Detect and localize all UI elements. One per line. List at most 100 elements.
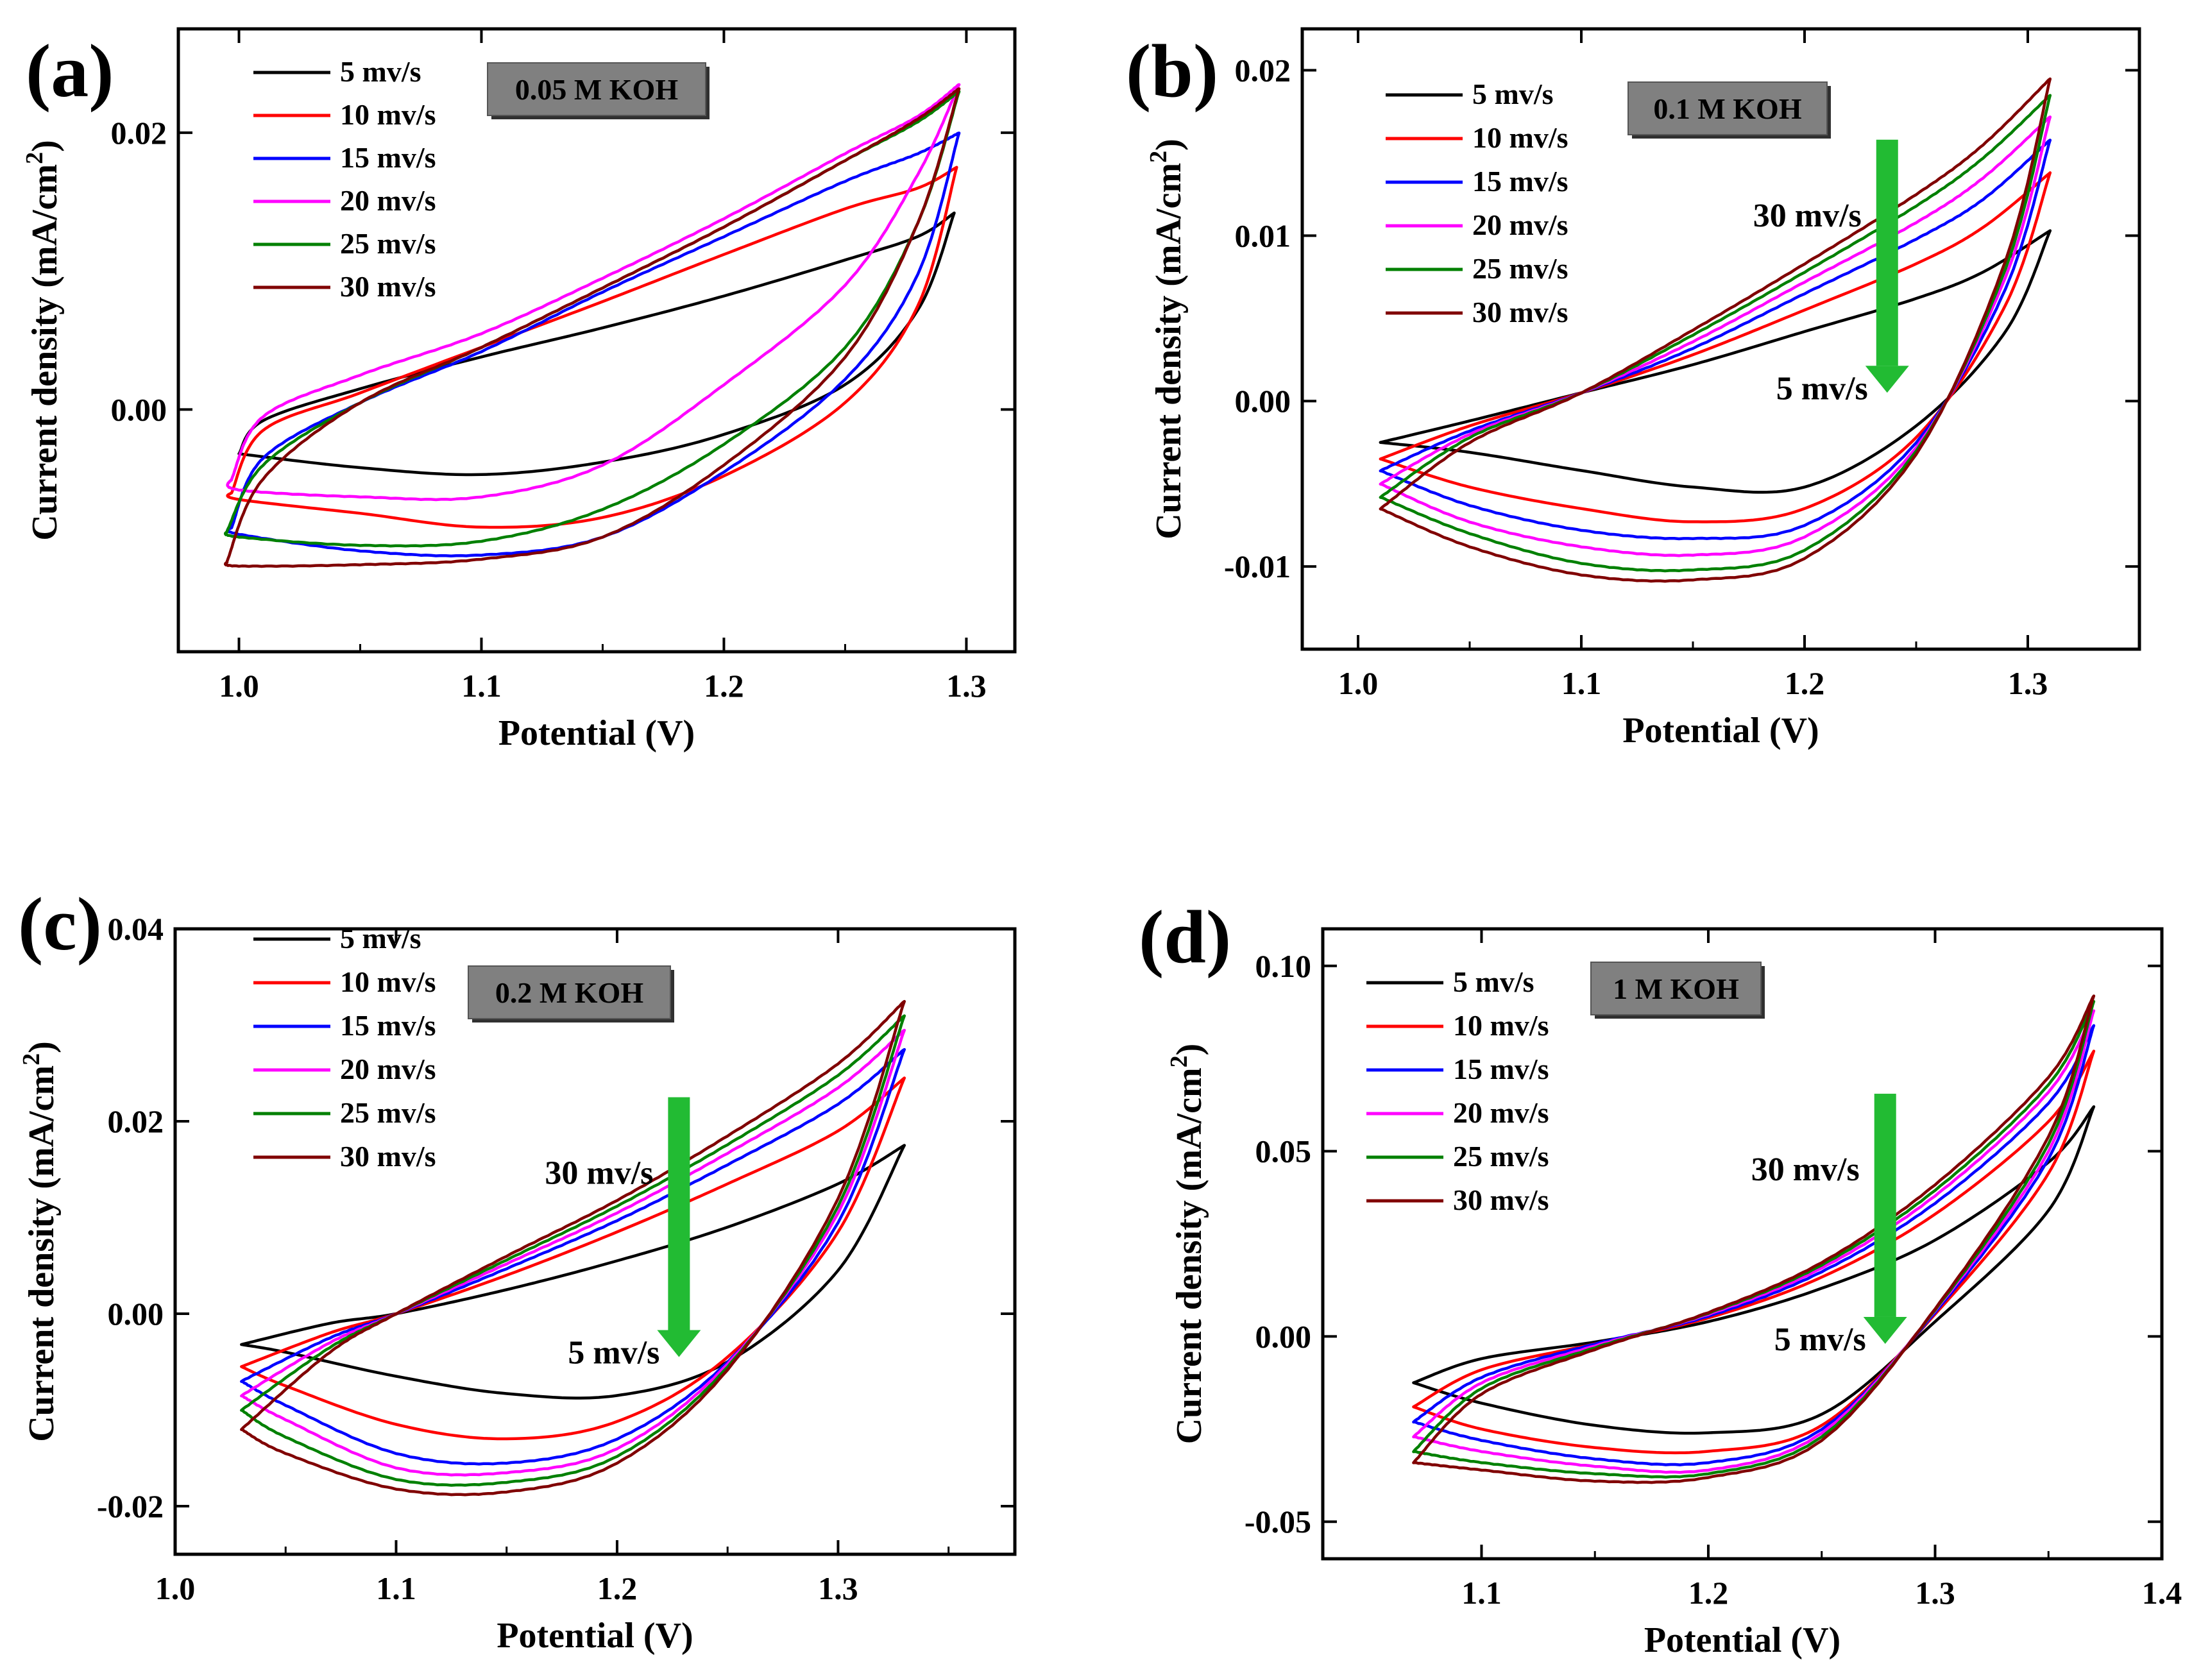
y-axis-label-main: Current density (mA/cm: [25, 164, 65, 541]
series-group: [223, 83, 961, 568]
legend-entry: 20 mv/s: [1453, 1096, 1549, 1129]
legend-entry: 25 mv/s: [340, 227, 436, 260]
legend-entry: 10 mv/s: [1472, 121, 1568, 154]
x-tick-label: 1.0: [1338, 665, 1379, 701]
y-axis-label-main: Current density (mA/cm: [1149, 163, 1189, 539]
plot-frame: [173, 927, 1017, 1556]
legend-entry: 20 mv/s: [340, 1053, 436, 1085]
y-axis-label-close: ): [1149, 139, 1189, 151]
arrow-bottom-label: 5 mv/s: [1774, 1321, 1866, 1358]
legend: 5 mv/s 10 mv/s 15 mv/s 20 mv/s 25 mv/s 30 mv/…: [1386, 78, 1568, 328]
arrow-bottom-label: 5 mv/s: [568, 1335, 659, 1371]
y-axis-label-close: ): [22, 1041, 62, 1053]
cv-curve-5mvs: [240, 1144, 906, 1400]
cv-curve-15mvs: [1379, 139, 2052, 541]
cv-curve-30mvs: [223, 87, 961, 568]
legend-entry: 25 mv/s: [1472, 252, 1568, 285]
y-tick-label: 0.00: [108, 1296, 164, 1332]
legend-entry: 30 mv/s: [340, 1140, 436, 1173]
legend-entry: 5 mv/s: [1453, 965, 1534, 998]
arrow-bottom-label: 5 mv/s: [1776, 370, 1868, 407]
y-tick-label: 0.02: [108, 1103, 164, 1139]
y-axis-label: Current density (mA/cm2): [1145, 139, 1189, 539]
panel-label: (a): [26, 29, 114, 113]
x-axis-label: Potential (V): [497, 1616, 693, 1656]
arrow-top-label: 30 mv/s: [1753, 198, 1862, 234]
badge-text: 0.1 M KOH: [1653, 92, 1801, 125]
panel-c: (c) 1.0 1.1 1.2 1.3 -0.02 0.00 0.02 0.04 Potentia…: [18, 882, 1017, 1656]
panel-d: (d) 1.1 1.2 1.3 1.4 -0.05 0.00 0.05 0.10 Potentia…: [1139, 895, 2182, 1660]
cv-curve-15mvs: [226, 132, 961, 558]
x-axis-label: Potential (V): [1622, 711, 1819, 751]
concentration-badge: [1590, 962, 1762, 1015]
cv-curve-30mvs: [1412, 994, 2096, 1484]
legend-entry: 25 mv/s: [340, 1096, 436, 1129]
y-axis-label-sup: 2: [1145, 151, 1172, 163]
x-tick-label: 1.2: [1785, 665, 1825, 701]
x-tick-label: 1.2: [704, 668, 744, 704]
legend-entry: 5 mv/s: [340, 55, 421, 88]
cv-curve-15mvs: [240, 1048, 906, 1466]
arrow-head: [1865, 366, 1909, 393]
cv-curve-5mvs: [1379, 229, 2052, 494]
y-axis-label-sup: 2: [18, 1053, 45, 1065]
series-group: [1412, 994, 2096, 1484]
concentration-badge: [1627, 81, 1828, 135]
legend: 5 mv/s 10 mv/s 15 mv/s 20 mv/s 25 mv/s 30 mv/…: [1366, 965, 1549, 1216]
y-tick-label: 0.10: [1255, 948, 1312, 984]
badge-text: 1 M KOH: [1613, 972, 1739, 1005]
cv-curve-20mvs: [1379, 115, 2052, 557]
y-tick-label: -0.01: [1224, 548, 1291, 584]
legend: 5 mv/s 10 mv/s 15 mv/s 20 mv/s 25 mv/s 30 mv/…: [253, 922, 436, 1173]
legend-entry: 15 mv/s: [1453, 1053, 1549, 1085]
badge-text: 0.2 M KOH: [495, 976, 643, 1009]
panel-b: (b) 1.0 1.1 1.2 1.3 -0.01 0.00 0.01 0.02 Potentia…: [1126, 27, 2141, 751]
arrow-head: [657, 1330, 701, 1357]
badge-text: 0.05 M KOH: [515, 73, 678, 106]
y-tick-label: 0.00: [1255, 1318, 1312, 1354]
arrow-shaft: [1876, 139, 1898, 366]
plot-frame: [1321, 927, 2164, 1561]
arrow-shaft: [1874, 1094, 1896, 1317]
legend-entry: 5 mv/s: [1472, 78, 1554, 110]
series-group: [1379, 77, 2052, 583]
cv-curve-20mvs: [226, 83, 961, 502]
x-tick-label: 1.1: [1461, 1575, 1502, 1611]
x-tick-label: 1.0: [219, 668, 259, 704]
panel-a: (a) 1.0 1.1 1.2 1.3 0.00 0.02 Potential (V) Curr…: [21, 27, 1017, 753]
cv-curve-10mvs: [1379, 171, 2052, 523]
panel-label: (c): [18, 882, 102, 966]
y-axis-label-main: Current density (mA/cm: [1169, 1067, 1209, 1444]
legend-entry: 20 mv/s: [1472, 208, 1568, 241]
y-tick-label: 0.00: [1235, 383, 1291, 419]
x-axis-label: Potential (V): [1644, 1620, 1840, 1660]
x-tick-label: 1.3: [2008, 665, 2048, 701]
y-axis-label-sup: 2: [1166, 1055, 1193, 1067]
arrow-top-label: 30 mv/s: [1751, 1151, 1860, 1188]
legend-entry: 10 mv/s: [340, 965, 436, 998]
y-axis-label-close: ): [25, 140, 65, 152]
x-axis-label: Potential (V): [498, 713, 695, 753]
x-tick-label: 1.4: [2142, 1575, 2182, 1611]
cv-curve-30mvs: [1379, 77, 2052, 583]
cv-curve-10mvs: [226, 165, 958, 529]
cv-curve-30mvs: [240, 999, 906, 1497]
y-tick-label: 0.04: [108, 911, 164, 947]
panel-label: (b): [1126, 29, 1218, 113]
legend-entry: 5 mv/s: [340, 922, 421, 955]
y-tick-label: 0.02: [1235, 52, 1291, 88]
x-tick-label: 1.1: [1561, 665, 1602, 701]
y-axis-label: Current density (mA/cm2): [1166, 1044, 1209, 1445]
y-tick-label: 0.00: [111, 391, 167, 427]
legend-entry: 30 mv/s: [1453, 1184, 1549, 1216]
legend-entry: 10 mv/s: [1453, 1009, 1549, 1042]
arrow-shaft: [668, 1097, 690, 1330]
x-tick-label: 1.3: [818, 1570, 858, 1606]
x-tick-label: 1.2: [1688, 1575, 1729, 1611]
x-tick-label: 1.0: [155, 1570, 196, 1606]
cv-curve-10mvs: [240, 1076, 906, 1441]
arrow-top-label: 30 mv/s: [545, 1155, 653, 1192]
x-tick-label: 1.3: [1915, 1575, 1955, 1611]
